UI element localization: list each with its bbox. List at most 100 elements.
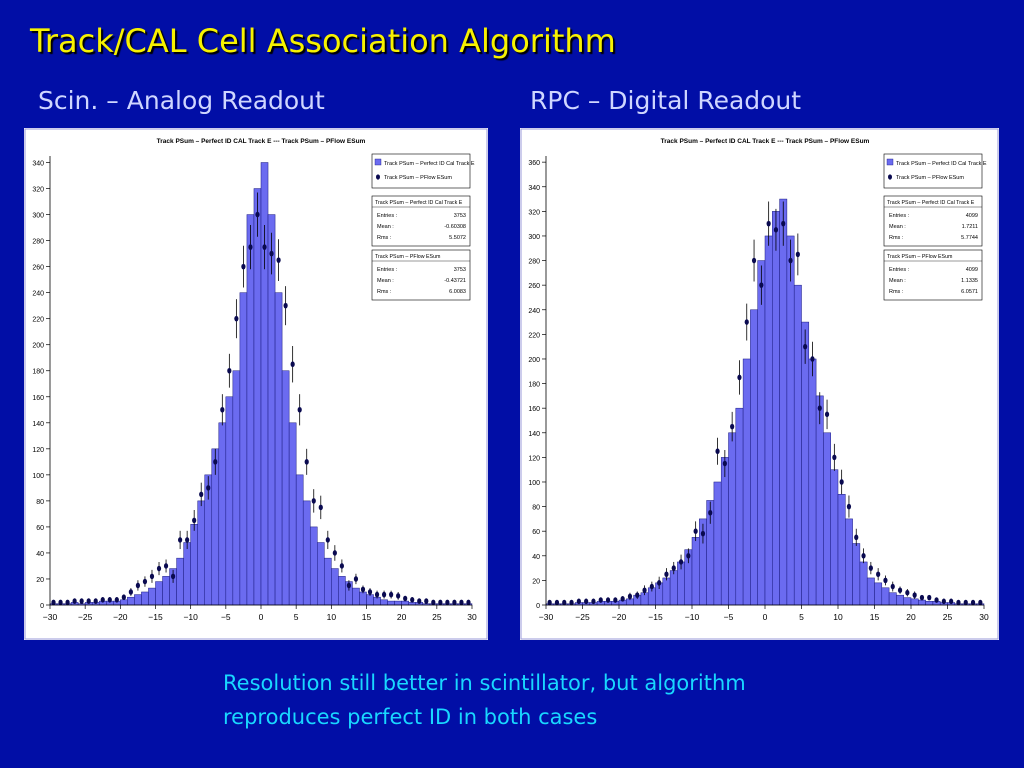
- histogram-bar: [338, 576, 346, 606]
- stats-box: [371, 195, 471, 247]
- histogram-bar: [874, 582, 883, 606]
- data-point: [353, 576, 359, 582]
- data-point: [178, 537, 183, 543]
- stats-value: 6.0571: [961, 289, 978, 295]
- histogram-bar: [859, 561, 868, 606]
- data-point: [693, 528, 698, 534]
- data-point: [861, 552, 866, 559]
- data-point: [897, 587, 903, 594]
- data-point: [730, 423, 735, 430]
- data-point: [554, 599, 560, 606]
- y-tick-label: 40: [36, 551, 44, 558]
- data-point: [759, 282, 764, 288]
- y-tick-label: 340: [32, 161, 44, 168]
- data-point: [128, 589, 133, 595]
- data-point: [576, 598, 581, 605]
- legend-swatch-points: [376, 174, 380, 180]
- histogram-bar: [302, 500, 311, 606]
- y-tick-label: 120: [32, 447, 44, 454]
- legend-box: [883, 153, 983, 189]
- data-point: [431, 599, 436, 606]
- y-tick-label: 160: [32, 395, 44, 402]
- histogram-bar: [896, 594, 904, 606]
- y-tick-label: 200: [528, 357, 540, 364]
- y-tick-label: 20: [532, 578, 540, 585]
- histogram-bar: [127, 596, 135, 606]
- histogram-bar: [866, 577, 875, 606]
- histogram-bar: [852, 543, 861, 606]
- data-point: [100, 596, 105, 603]
- data-point: [970, 599, 976, 606]
- right-histogram-chart: Track PSum – Perfect ID CAL Track E --- …: [520, 128, 999, 640]
- data-point: [949, 598, 954, 605]
- x-tick-label: −30: [539, 612, 554, 622]
- stats-value: 5.5072: [449, 235, 466, 241]
- histogram-bar: [253, 188, 262, 606]
- data-point: [868, 565, 873, 571]
- x-tick-label: 20: [906, 612, 916, 622]
- y-tick-label: 180: [32, 369, 44, 376]
- histogram-bar: [239, 292, 248, 606]
- histogram-bar: [757, 260, 766, 606]
- histogram-bar: [359, 591, 367, 606]
- histogram-bar: [309, 526, 318, 606]
- data-point: [199, 491, 204, 498]
- caption-line-1: Resolution still better in scintillator,…: [223, 671, 746, 695]
- data-point: [304, 459, 309, 465]
- data-point: [671, 565, 676, 571]
- stats-value: 1.7211: [962, 224, 978, 230]
- x-tick-label: 25: [432, 612, 442, 622]
- stats-label: Entries :: [377, 267, 398, 273]
- histogram-bar: [380, 599, 388, 606]
- histogram-bar: [808, 358, 817, 606]
- histogram-bar: [197, 500, 205, 606]
- right-chart-panel: Track PSum – Perfect ID CAL Track E --- …: [520, 128, 999, 640]
- y-tick-label: 60: [532, 529, 540, 536]
- data-point: [598, 597, 603, 603]
- histogram-bar: [925, 601, 934, 606]
- data-point: [700, 530, 706, 537]
- y-tick-label: 100: [32, 473, 44, 480]
- data-point: [163, 563, 169, 569]
- data-point: [810, 356, 815, 362]
- legend-swatch-histogram: [374, 158, 382, 166]
- data-point: [890, 583, 895, 590]
- data-point: [686, 552, 691, 559]
- stats-label: Mean :: [889, 224, 906, 230]
- data-point: [627, 593, 633, 600]
- data-point: [854, 534, 859, 541]
- data-point: [374, 591, 380, 598]
- data-point: [114, 596, 119, 603]
- data-point: [121, 594, 126, 600]
- data-point: [963, 599, 968, 606]
- y-tick-label: 260: [528, 283, 540, 290]
- legend-swatch-points: [888, 174, 892, 180]
- data-point: [65, 599, 70, 606]
- x-tick-label: −15: [148, 612, 163, 622]
- histogram-bar: [910, 598, 919, 606]
- histogram-bar: [176, 557, 184, 606]
- histogram-bar: [387, 600, 395, 606]
- data-point: [751, 257, 757, 264]
- y-tick-label: 100: [528, 480, 540, 487]
- stats-label: Rms :: [377, 289, 392, 295]
- data-point: [664, 571, 669, 578]
- data-point: [142, 578, 148, 585]
- data-point: [584, 598, 589, 605]
- histogram-bar: [815, 395, 824, 606]
- y-tick-label: 240: [32, 291, 44, 298]
- data-point: [403, 595, 408, 602]
- histogram-bar: [394, 600, 402, 606]
- data-point: [605, 597, 611, 603]
- data-point: [941, 598, 946, 605]
- data-point: [452, 599, 457, 606]
- chart-frame: [520, 128, 999, 640]
- data-point: [72, 598, 77, 604]
- histogram-bar: [281, 370, 290, 606]
- histogram-bar: [845, 518, 853, 606]
- caption: Resolution still better in scintillator,…: [223, 666, 943, 734]
- stats-label: Rms :: [377, 235, 392, 241]
- y-tick-label: 60: [36, 525, 44, 532]
- data-point: [773, 227, 779, 233]
- histogram-bar: [232, 370, 241, 606]
